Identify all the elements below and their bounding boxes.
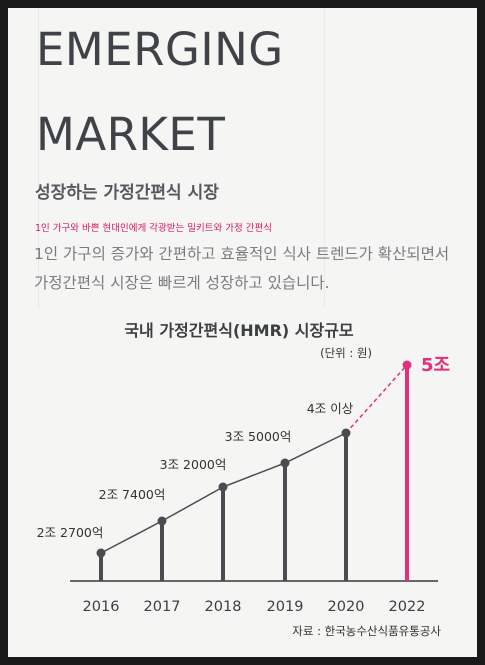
projection-point <box>402 360 412 370</box>
data-label: 3조 2000억 <box>160 457 227 472</box>
data-label: 4조 이상 <box>307 401 354 416</box>
x-tick-label: 2019 <box>267 599 304 615</box>
chart-unit: (단위 : 원) <box>320 346 372 360</box>
data-point <box>218 482 228 492</box>
data-point <box>280 458 290 468</box>
x-tick-label: 2017 <box>144 599 181 615</box>
headline-line-1: EMERGING <box>36 23 284 76</box>
data-label: 2조 2700억 <box>37 525 104 540</box>
divider <box>324 8 325 308</box>
data-point <box>96 548 106 558</box>
page-panel: EMERGING MARKET 성장하는 가정간편식 시장 1인 가구와 바쁜 … <box>8 8 477 657</box>
data-point <box>157 516 167 526</box>
data-label: 3조 5000억 <box>225 429 292 444</box>
body-text: 1인 가구의 증가와 간편하고 효율적인 식사 트렌드가 확산되면서 가정간편식… <box>34 245 450 292</box>
hmr-market-chart: 국내 가정간편식(HMR) 시장규모 (단위 : 원) 자료 : 한국농수산식품… <box>37 321 450 638</box>
data-label: 2조 7400억 <box>99 487 166 502</box>
data-point <box>341 428 351 438</box>
data-label: 5조 <box>421 355 450 376</box>
headline-line-2: MARKET <box>36 108 226 161</box>
tagline: 1인 가구와 바쁜 현대인에게 각광받는 밀키트와 가정 간편식 <box>35 223 272 234</box>
x-tick-label: 2016 <box>83 599 120 615</box>
section-subtitle: 성장하는 가정간편식 시장 <box>35 183 219 203</box>
x-tick-label: 2022 <box>389 599 426 615</box>
x-tick-label: 2018 <box>205 599 242 615</box>
chart-title: 국내 가정간편식(HMR) 시장규모 <box>124 321 354 340</box>
chart-source: 자료 : 한국농수산식품유통공사 <box>292 624 441 638</box>
x-tick-label: 2020 <box>328 599 365 615</box>
divider <box>38 8 39 308</box>
projection-line <box>345 364 408 434</box>
